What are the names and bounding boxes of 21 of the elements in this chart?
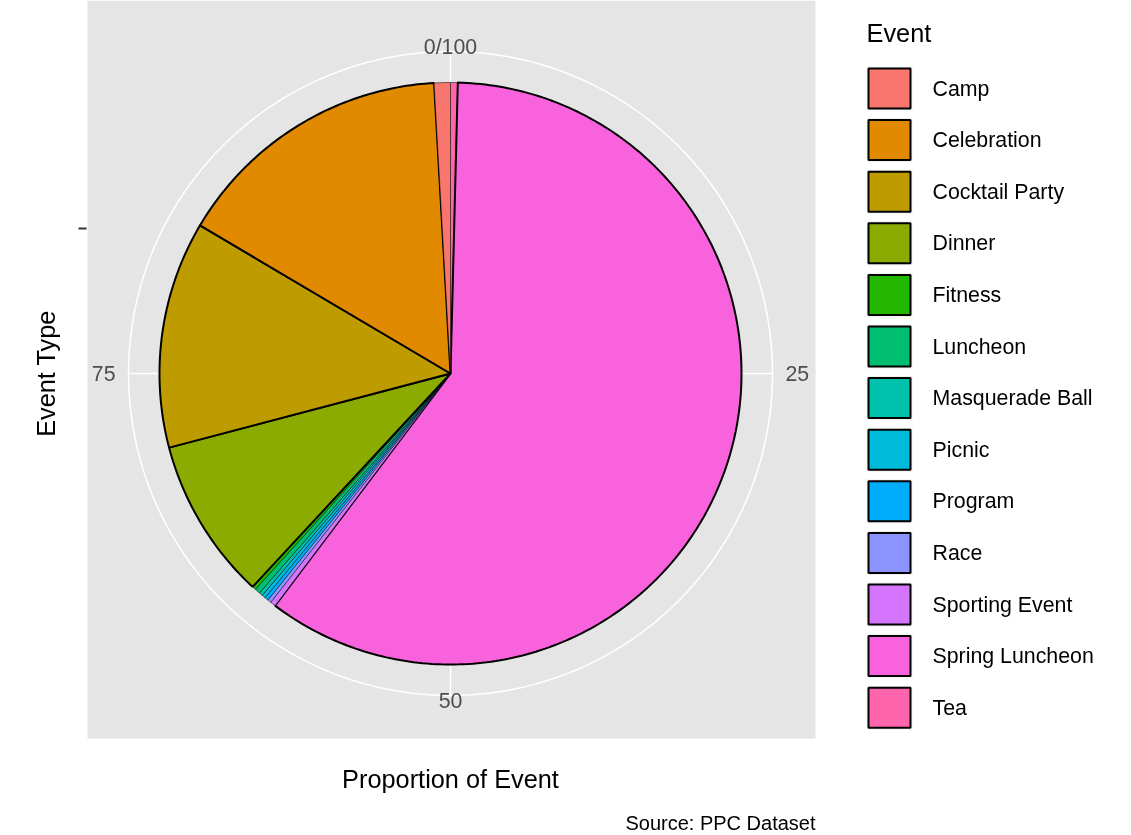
legend-label: Camp <box>932 76 990 101</box>
legend-label: Program <box>932 489 1015 514</box>
text: Proportion of Event <box>342 764 559 793</box>
legend-title: Event <box>866 18 932 47</box>
legend-label: Luncheon <box>932 334 1027 359</box>
legend-label: Celebration <box>932 128 1042 153</box>
text: 25 <box>785 362 810 386</box>
text: 0/100 <box>423 34 478 59</box>
text: 50 <box>438 689 463 713</box>
legend-label: Tea <box>932 695 968 720</box>
legend-label: Race <box>932 540 983 565</box>
legend-label: Dinner <box>932 231 996 256</box>
legend-label: Fitness <box>932 282 1002 307</box>
source-note: Source: PPC Dataset <box>625 811 816 834</box>
legend-label: Sporting Event <box>932 592 1073 617</box>
text: 75 <box>91 362 116 386</box>
legend-label: Cocktail Party <box>932 179 1065 204</box>
legend-label: Spring Luncheon <box>932 644 1094 669</box>
legend-label: Masquerade Ball <box>932 386 1093 411</box>
legend-label: Picnic <box>932 437 990 462</box>
text: Event Type <box>31 310 60 437</box>
